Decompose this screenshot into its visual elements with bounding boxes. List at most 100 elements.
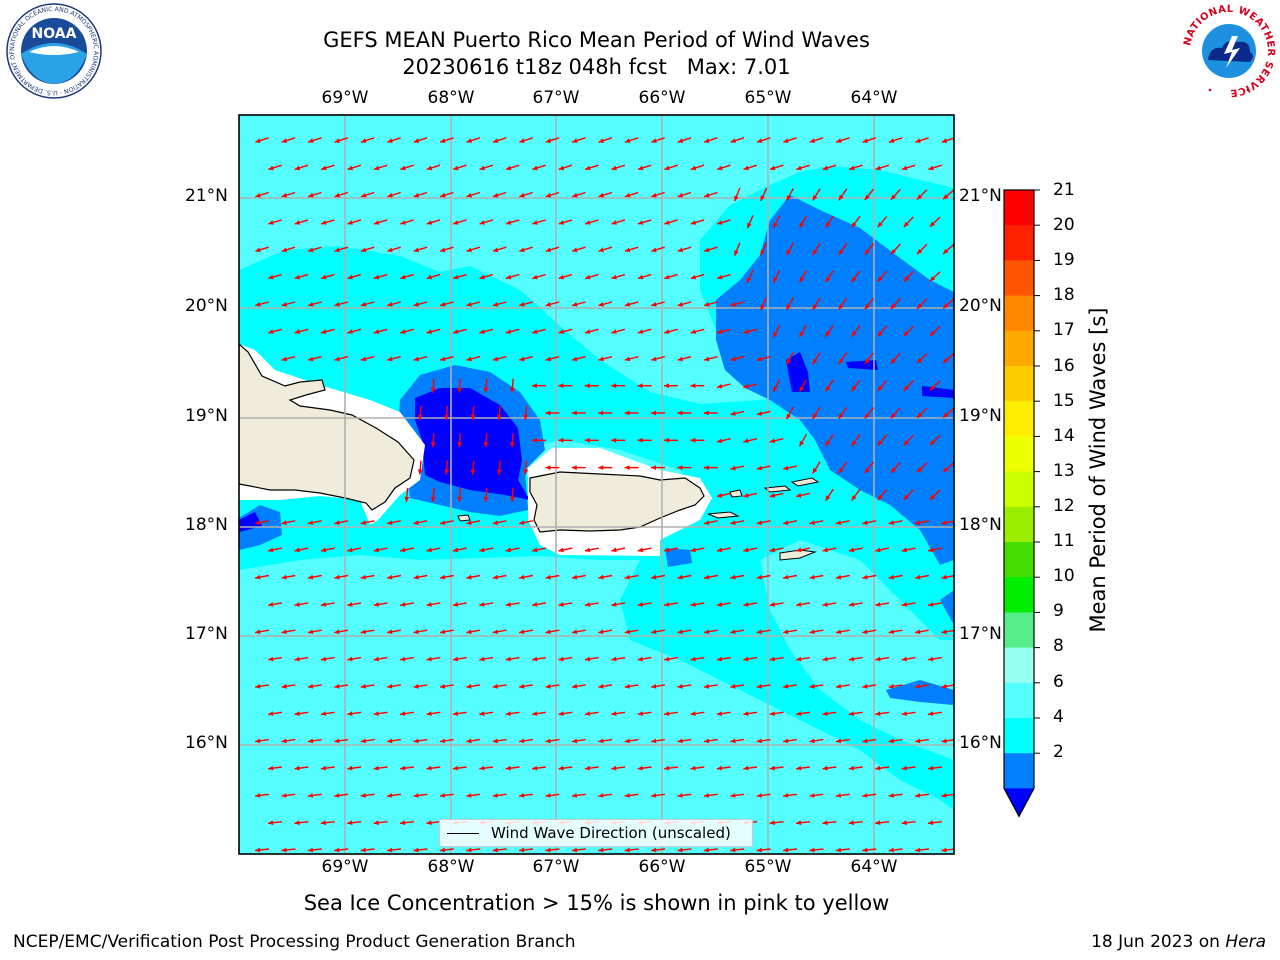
wind-wave-vector-head: [941, 847, 947, 853]
wind-wave-vector-head: [611, 383, 617, 389]
wind-wave-vector-head: [598, 192, 604, 198]
wind-wave-vector-head: [730, 574, 736, 580]
wind-wave-vector-head: [268, 329, 274, 334]
wind-wave-vector-head: [519, 683, 525, 689]
wind-wave-vector-head: [466, 192, 472, 198]
wind-wave-vector-head: [812, 468, 818, 474]
wind-wave-vector-head: [838, 194, 844, 201]
wind-wave-vector-head: [690, 383, 696, 389]
wind-wave-vector-head: [624, 683, 630, 689]
wind-wave-vector-head: [941, 738, 947, 744]
wind-wave-vector-head: [585, 329, 591, 334]
map-frame: [238, 114, 955, 855]
land-desecheo: [729, 489, 743, 498]
wind-wave-vector-head: [466, 302, 472, 307]
wind-wave-vector-head: [466, 247, 472, 253]
wind-wave-vector-head: [664, 437, 669, 443]
wind-wave-vector-head: [611, 765, 617, 771]
wind-wave-vector-head: [915, 520, 921, 525]
wind-wave-vector-head: [532, 547, 538, 553]
wind-wave-vector-head: [677, 138, 684, 143]
wind-wave-vector-head: [505, 602, 512, 607]
lon-label-bottom: 68°W: [427, 857, 475, 877]
wind-wave-vector-head: [483, 496, 489, 502]
wind-wave-vector-head: [347, 165, 353, 171]
wind-wave-vector-head: [404, 496, 410, 502]
wind-wave-vector-head: [572, 138, 578, 143]
wind-wave-vector-head: [255, 247, 261, 253]
wind-wave-vector-head: [664, 711, 670, 716]
wind-wave-vector-head: [943, 357, 949, 363]
wind-wave-vector-head: [400, 220, 406, 225]
wind-wave-vector-head: [822, 602, 828, 607]
wind-wave-vector-head: [505, 329, 512, 334]
lat-label-right: 18°N: [959, 515, 1002, 535]
wind-wave-vector-head: [532, 602, 538, 607]
wind-wave-vector-head: [864, 249, 870, 255]
wind-wave-vector-head: [851, 440, 857, 446]
wind-wave-vector-head: [677, 847, 683, 853]
wind-wave-vector-head: [743, 165, 749, 171]
wind-wave-vector-head: [598, 356, 604, 362]
wind-wave-vector-head: [835, 683, 842, 689]
wind-wave-vector-head: [320, 656, 327, 662]
colorbar-tick: 13: [1053, 461, 1075, 481]
wind-wave-vector-head: [848, 602, 855, 607]
wind-wave-vector-head: [903, 221, 909, 227]
wind-wave-vector-head: [571, 847, 578, 853]
colorbar-segment: [1004, 295, 1034, 332]
colorbar-tick: 6: [1053, 672, 1064, 692]
noaa-logo-text: NOAA: [32, 26, 77, 42]
wind-wave-vector-head: [877, 385, 883, 391]
wind-wave-vector-head: [479, 274, 485, 280]
wind-wave-vector-head: [862, 520, 868, 525]
wind-wave-vector-head: [903, 494, 909, 500]
wind-wave-vector-head: [756, 411, 763, 416]
wind-wave-vector-head: [497, 414, 502, 420]
wind-wave-vector-head: [426, 329, 433, 334]
wind-wave-vector-head: [334, 683, 340, 689]
wind-wave-vector-head: [466, 847, 472, 853]
wind-wave-vector-head: [928, 547, 934, 553]
wind-wave-vector-head: [624, 247, 631, 253]
wind-wave-vector-head: [756, 520, 763, 525]
colorbar-segment: [1004, 366, 1034, 402]
wind-wave-vector-head: [572, 356, 578, 362]
wind-wave-vector-head: [756, 356, 763, 362]
wind-wave-vector-head: [848, 547, 855, 553]
wind-wave-vector-head: [756, 574, 763, 580]
wind-wave-vector-head: [929, 276, 936, 282]
wind-wave-vector-head: [400, 711, 406, 716]
wind-wave-vector-head: [624, 356, 631, 362]
wind-wave-vector-head: [929, 221, 936, 227]
colorbar-frame: [1003, 189, 1035, 818]
wind-wave-vector-head: [572, 247, 578, 253]
wind-wave-vector-head: [523, 414, 529, 420]
wind-wave-vector-head: [664, 765, 670, 771]
wind-wave-vector-head: [799, 331, 805, 338]
wind-wave-vector-head: [851, 331, 857, 337]
wind-wave-vector-head: [439, 738, 446, 744]
wind-wave-vector-head: [928, 711, 934, 716]
wind-wave-vector-head: [558, 383, 564, 389]
wind-wave-vector-head: [505, 656, 511, 662]
wind-wave-vector-head: [796, 165, 802, 171]
wind-wave-vector-head: [677, 629, 683, 635]
wind-wave-vector-head: [756, 793, 762, 798]
lat-label-left: 20°N: [185, 296, 228, 316]
wind-wave-vector-head: [492, 520, 499, 525]
wind-wave-vector-head: [888, 574, 895, 580]
wind-wave-vector-head: [901, 711, 907, 716]
wind-wave-vector-head: [492, 192, 499, 198]
wind-wave-vector-head: [281, 793, 287, 798]
colorbar-segment: [1004, 190, 1034, 226]
wind-wave-vector-head: [347, 656, 353, 662]
wind-wave-vector-head: [769, 438, 776, 444]
wind-wave-vector-head: [281, 629, 287, 635]
wind-wave-vector-head: [558, 437, 564, 443]
wind-wave-vector-head: [492, 138, 499, 143]
wind-wave-vector-head: [571, 629, 578, 635]
wind-wave-vector-head: [545, 629, 551, 635]
colorbar-tick: 12: [1053, 496, 1075, 516]
